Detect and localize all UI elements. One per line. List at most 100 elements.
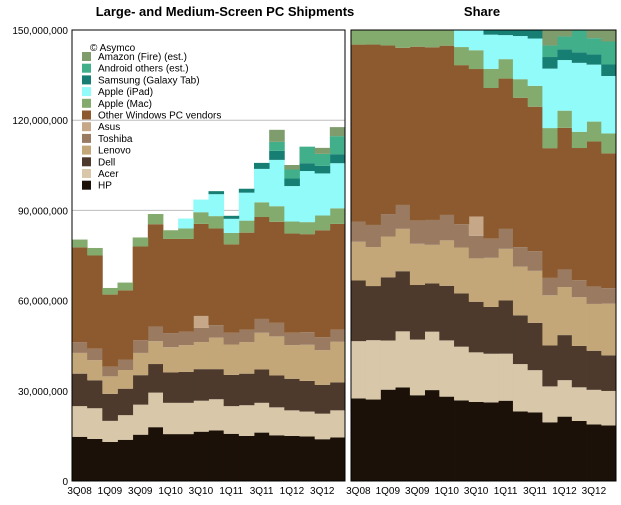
bar-segment [208, 399, 225, 431]
share-segment [512, 79, 529, 98]
share-segment [483, 88, 499, 239]
legend-item-other-windows-pc-vendors: Other Windows PC vendors [82, 110, 221, 122]
bar-segment [163, 230, 179, 239]
share-segment [557, 416, 573, 481]
share-segment [351, 341, 367, 399]
bar-segment [299, 171, 316, 223]
share-segment [351, 44, 367, 222]
bar-segment [329, 382, 346, 411]
bar-segment [299, 411, 316, 437]
bar-segment [193, 400, 209, 432]
bar-segment [299, 436, 316, 481]
bar-segment [178, 345, 194, 372]
share-segment [498, 35, 514, 60]
copyright-text: © Asymco [90, 43, 136, 54]
share-segment [586, 286, 602, 304]
bar-segment [117, 370, 134, 389]
bar-segment [284, 435, 300, 481]
share-segment [527, 412, 543, 481]
bar-segment [269, 206, 285, 222]
share-segment [409, 30, 426, 47]
legend-item-amazon-fire-est: Amazon (Fire) (est.) [82, 52, 187, 63]
share-segment [365, 340, 381, 400]
left-stacked-areas [72, 127, 346, 481]
share-segment [454, 47, 470, 66]
bar-segment [269, 221, 285, 323]
bar-segment [299, 222, 316, 235]
share-segment [424, 390, 440, 481]
legend: Amazon (Fire) (est.)Android others (est.… [82, 52, 221, 192]
share-segment [498, 300, 514, 354]
series-android-others-est [269, 136, 346, 179]
share-segment [409, 395, 426, 481]
bar-segment [72, 406, 88, 437]
share-segment [542, 57, 558, 69]
bar-segment [314, 153, 331, 166]
bar-segment [314, 350, 331, 385]
share-series-dell [351, 271, 617, 391]
share-segment [601, 133, 617, 154]
share-series-hp [351, 387, 617, 481]
bar-segment [72, 352, 88, 374]
bar-segment [284, 186, 300, 222]
share-segment [454, 30, 470, 48]
bar-segment [147, 224, 164, 327]
bar-segment [208, 430, 225, 481]
share-segment [395, 30, 411, 48]
x-tick-label: 3Q12 [582, 486, 607, 497]
share-segment [483, 238, 499, 258]
bar-segment [178, 218, 194, 229]
y-tick-label: 60,000,000 [18, 297, 68, 308]
series-apple-mac [72, 202, 346, 295]
legend-item-toshiba: Toshiba [82, 133, 133, 145]
bar-segment [314, 215, 331, 231]
legend-swatch [82, 133, 91, 143]
share-segment [380, 340, 396, 390]
bar-segment [147, 214, 164, 225]
legend-label: HP [98, 181, 112, 192]
bar-segment [72, 247, 88, 343]
bar-segment [284, 221, 300, 234]
bar-segment [314, 165, 331, 174]
bar-segment [72, 342, 88, 353]
bar-segment [208, 216, 225, 229]
bar-segment [117, 388, 134, 416]
share-segment [439, 340, 455, 397]
share-segment [380, 214, 396, 237]
share-segment [557, 335, 573, 381]
share-segment [512, 411, 529, 481]
left-x-axis: 3Q08 1Q09 3Q09 1Q10 3Q10 1Q11 3Q11 1Q12 3Q12 [67, 486, 335, 497]
share-segment [586, 141, 602, 287]
share-segment [557, 60, 573, 111]
bar-segment [208, 337, 225, 370]
share-segment [601, 41, 617, 65]
share-segment [571, 131, 587, 149]
share-segment [454, 65, 470, 225]
legend-swatch [82, 180, 91, 190]
series-apple-ipad [178, 159, 346, 233]
bar-segment [284, 165, 300, 170]
bar-segment [314, 439, 331, 481]
share-segment [409, 243, 426, 286]
bar-segment [223, 244, 240, 333]
share-segment [395, 331, 411, 388]
share-series-other-windows-pc-vendors [351, 44, 617, 289]
share-series-acer [351, 331, 617, 426]
legend-item-android-others-est: Android others (est.) [82, 64, 189, 75]
bar-segment [223, 232, 240, 245]
bar-segment [178, 238, 194, 332]
bar-segment [284, 410, 300, 436]
bar-segment [284, 332, 300, 346]
bar-segment [163, 238, 179, 334]
share-segment [424, 283, 440, 332]
x-tick-label: 1Q10 [158, 486, 183, 497]
share-series-android-others-est [542, 30, 617, 65]
bar-segment [314, 230, 331, 338]
share-segment [409, 46, 426, 221]
bar-segment [238, 232, 255, 330]
bar-segment [193, 199, 209, 213]
share-segment [586, 424, 602, 481]
bar-segment [132, 352, 149, 376]
share-segment [409, 285, 426, 340]
bar-segment [238, 220, 255, 233]
